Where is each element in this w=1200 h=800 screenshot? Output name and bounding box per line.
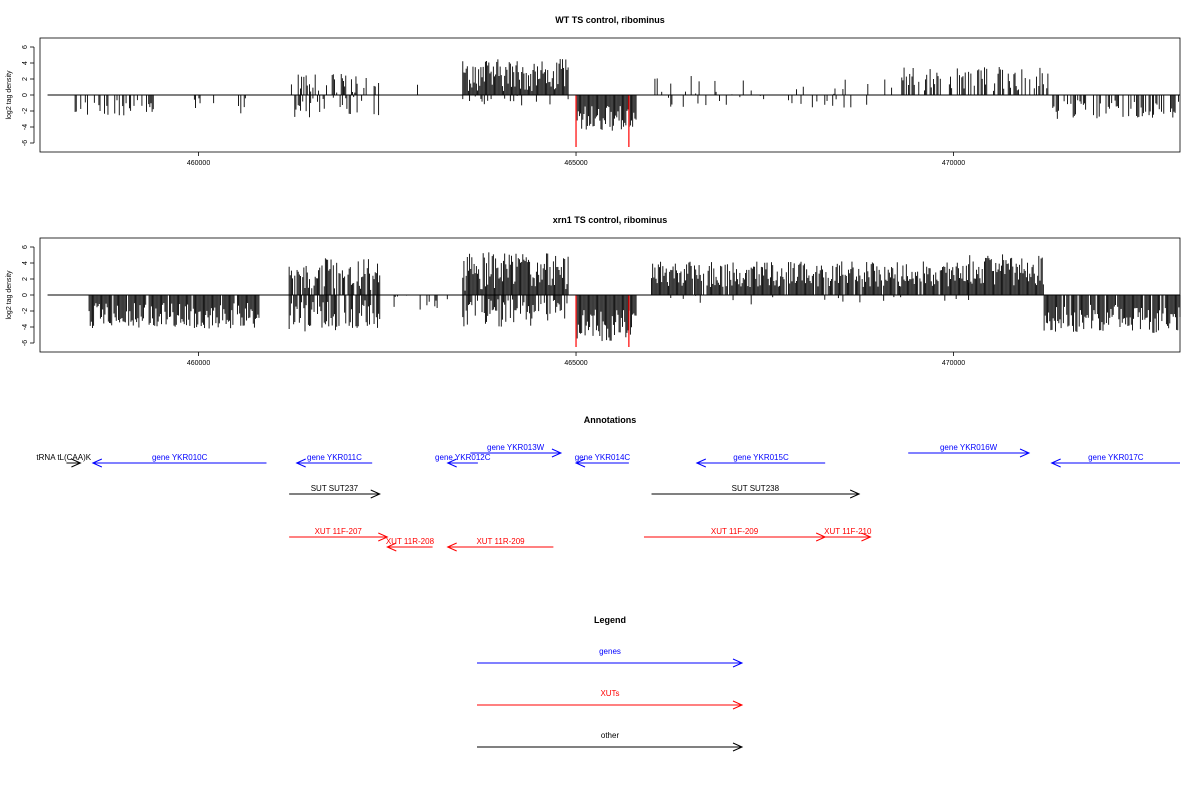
feature-arrowhead <box>849 489 861 499</box>
feature-arrowhead <box>861 532 872 542</box>
xrn1-track-title: xrn1 TS control, ribominus <box>553 215 668 225</box>
xrn1-x-tick-label: 465000 <box>564 360 587 367</box>
annotations-title: Annotations <box>584 415 637 425</box>
xrn1-x-tick-label: 460000 <box>187 360 210 367</box>
xrn1-y-tick-label: 4 <box>22 261 29 265</box>
feature-xut-11f-207: XUT 11F-207 <box>289 527 389 542</box>
feature-gene-ykr013w: gene YKR013W <box>470 443 563 458</box>
feature-label: gene YKR014C <box>575 453 631 462</box>
wt-y-tick-label: -6 <box>22 140 29 146</box>
wt-y-tick-label: -2 <box>22 108 29 114</box>
xrn1-bars <box>88 252 1181 347</box>
feature-gene-ykr016w: gene YKR016W <box>908 443 1031 458</box>
feature-xut-11r-208: XUT 11R-208 <box>386 537 435 552</box>
feature-xut-11r-209: XUT 11R-209 <box>446 537 554 552</box>
wt-y-tick-label: 4 <box>22 61 29 65</box>
feature-label: SUT SUT237 <box>311 484 359 493</box>
legend-arrow-arrowhead <box>732 742 744 752</box>
feature-label: SUT SUT238 <box>732 484 780 493</box>
xrn1-y-tick-label: -4 <box>22 324 29 330</box>
feature-label: XUT 11F-207 <box>315 527 363 536</box>
xrn1-y-tick-label: 6 <box>22 245 29 249</box>
wt-x-tick-label: 465000 <box>564 160 587 167</box>
feature-gene-ykr011c: gene YKR011C <box>295 453 373 468</box>
legend-arrow-arrowhead <box>732 700 744 710</box>
feature-label: gene YKR012C <box>435 453 491 462</box>
legend-panel: Legend genes XUTs other <box>477 615 744 752</box>
legend-item-label: XUTs <box>600 689 619 698</box>
feature-arrowhead <box>370 489 381 499</box>
feature-arrowhead <box>695 458 707 468</box>
legend-title: Legend <box>594 615 626 625</box>
wt-bars <box>74 59 1179 147</box>
xrn1-x-tick-label: 470000 <box>942 360 965 367</box>
wt-track-panel: WT TS control, ribominus log2 tag densit… <box>6 15 1181 167</box>
legend-item-other: other <box>477 731 744 752</box>
wt-x-axis: 460000 465000 470000 <box>187 152 965 167</box>
feature-sut-sut238: SUT SUT238 <box>651 484 861 499</box>
feature-gene-ykr014c: gene YKR014C <box>574 453 631 468</box>
feature-arrowhead <box>386 542 397 552</box>
feature-gene-ykr010c: gene YKR010C <box>91 453 267 468</box>
feature-arrowhead <box>1050 458 1061 468</box>
wt-x-tick-label: 460000 <box>187 160 210 167</box>
xrn1-y-axis: -6 -4 -2 0 2 4 6 <box>22 245 35 346</box>
feature-gene-ykr015c: gene YKR015C <box>695 453 826 468</box>
wt-y-tick-label: 2 <box>22 77 29 81</box>
feature-sut-sut237: SUT SUT237 <box>289 484 381 499</box>
feature-arrowhead <box>71 458 82 468</box>
xrn1-x-axis: 460000 465000 470000 <box>187 352 965 367</box>
legend-item-label: genes <box>599 647 621 656</box>
feature-arrowhead <box>551 448 563 458</box>
feature-gene-ykr012c: gene YKR012C <box>435 453 491 468</box>
legend-item-genes: genes <box>477 647 744 668</box>
feature-label: XUT 11R-208 <box>386 537 435 546</box>
feature-arrowhead <box>378 532 389 542</box>
feature-label: gene YKR016W <box>940 443 998 452</box>
xrn1-y-tick-label: 0 <box>22 293 29 297</box>
annotation-features: tRNA tL(CAA)K gene YKR010C gene YKR011C gen… <box>36 443 1180 552</box>
feature-label: gene YKR013W <box>487 443 545 452</box>
feature-arrowhead <box>446 458 457 468</box>
feature-label: gene YKR011C <box>307 453 362 462</box>
feature-arrowhead <box>574 458 586 468</box>
feature-label: tRNA tL(CAA)K <box>36 453 91 462</box>
wt-x-tick-label: 470000 <box>942 160 965 167</box>
feature-label: gene YKR017C <box>1088 453 1144 462</box>
feature-arrowhead <box>446 542 457 552</box>
xrn1-y-axis-label: log2 tag density <box>6 270 13 320</box>
wt-y-tick-label: 0 <box>22 93 29 97</box>
wt-track-title: WT TS control, ribominus <box>555 15 665 25</box>
feature-xut-11f-209: XUT 11F-209 <box>643 527 827 542</box>
feature-xut-11f-210: XUT 11F-210 <box>824 527 872 542</box>
xrn1-track-panel: xrn1 TS control, ribominus log2 tag dens… <box>6 215 1181 367</box>
legend-items: genes XUTs other <box>477 647 744 752</box>
feature-gene-ykr017c: gene YKR017C <box>1050 453 1180 468</box>
feature-arrowhead <box>91 458 103 468</box>
legend-item-label: other <box>601 731 620 740</box>
wt-y-tick-label: -4 <box>22 124 29 130</box>
feature-label: gene YKR010C <box>152 453 208 462</box>
annotations-panel: Annotations tRNA tL(CAA)K gene YKR010C gen… <box>36 415 1180 552</box>
feature-arrowhead <box>1019 448 1031 458</box>
xrn1-y-tick-label: -6 <box>22 340 29 346</box>
feature-label: gene YKR015C <box>733 453 789 462</box>
legend-item-xuts: XUTs <box>477 689 744 710</box>
wt-y-axis: -6 -4 -2 0 2 4 6 <box>22 45 35 146</box>
xrn1-y-tick-label: 2 <box>22 277 29 281</box>
feature-label: XUT 11R-209 <box>476 537 525 546</box>
wt-y-tick-label: 6 <box>22 45 29 49</box>
xrn1-y-tick-label: -2 <box>22 308 29 314</box>
legend-arrow-arrowhead <box>732 658 744 668</box>
feature-label: XUT 11F-210 <box>824 527 872 536</box>
feature-label: XUT 11F-209 <box>711 527 759 536</box>
feature-arrowhead <box>295 458 306 468</box>
feature-trna-tl-caa-k: tRNA tL(CAA)K <box>36 453 92 468</box>
wt-y-axis-label: log2 tag density <box>6 70 13 120</box>
